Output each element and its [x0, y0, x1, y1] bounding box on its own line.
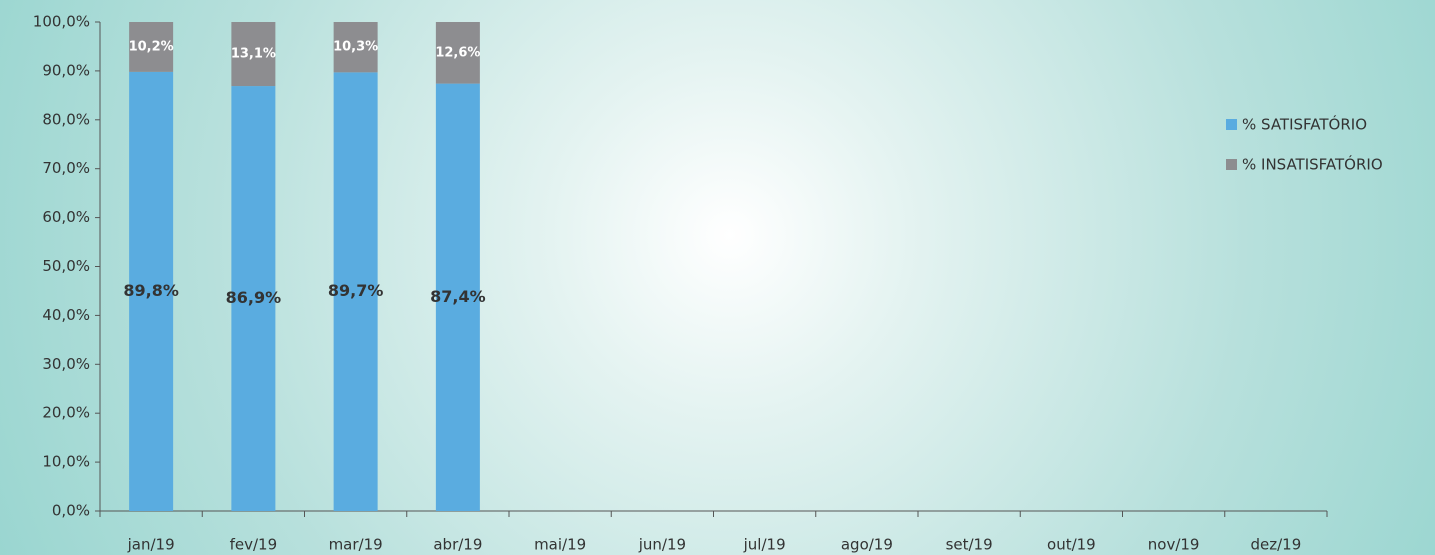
- y-tick-label: 0,0%: [52, 502, 90, 520]
- x-tick-label: set/19: [946, 536, 993, 554]
- x-tick-label: jul/19: [743, 536, 786, 554]
- chart: 0,0% 10,0% 20,0% 30,0% 40,0% 50,0% 60,0% 70,0% 8…: [0, 0, 1435, 555]
- y-tick-label: 50,0%: [42, 257, 90, 275]
- x-tick-label: dez/19: [1250, 536, 1301, 554]
- x-tick-label: jan/19: [127, 536, 175, 554]
- legend-swatch: [1226, 119, 1237, 130]
- x-tick-label: fev/19: [230, 536, 278, 554]
- data-label: 89,8%: [123, 281, 179, 300]
- legend-label: % SATISFATÓRIO: [1242, 115, 1367, 134]
- x-tick-label: mar/19: [329, 536, 383, 554]
- x-tick-label: out/19: [1047, 536, 1096, 554]
- x-tick-label: nov/19: [1148, 536, 1200, 554]
- data-label: 10,2%: [129, 39, 174, 54]
- y-tick-label: 100,0%: [33, 13, 90, 31]
- y-tick-label: 90,0%: [42, 61, 90, 79]
- data-label: 87,4%: [430, 287, 486, 306]
- data-label: 89,7%: [328, 281, 384, 300]
- data-label: 10,3%: [333, 40, 378, 55]
- x-tick-label: jun/19: [638, 536, 686, 554]
- y-tick-label: 40,0%: [42, 306, 90, 324]
- x-tick-label: ago/19: [841, 536, 893, 554]
- y-tick-label: 20,0%: [42, 404, 90, 422]
- y-tick-label: 30,0%: [42, 355, 90, 373]
- data-label: 13,1%: [231, 47, 276, 62]
- x-tick-label: mai/19: [534, 536, 586, 554]
- legend-swatch: [1226, 159, 1237, 170]
- legend-label: % INSATISFATÓRIO: [1242, 155, 1383, 174]
- x-tick-label: abr/19: [433, 536, 482, 554]
- data-label: 12,6%: [435, 45, 480, 60]
- y-tick-label: 60,0%: [42, 208, 90, 226]
- y-tick-label: 80,0%: [42, 110, 90, 128]
- y-tick-label: 10,0%: [42, 453, 90, 471]
- data-label: 86,9%: [226, 288, 282, 307]
- y-tick-label: 70,0%: [42, 159, 90, 177]
